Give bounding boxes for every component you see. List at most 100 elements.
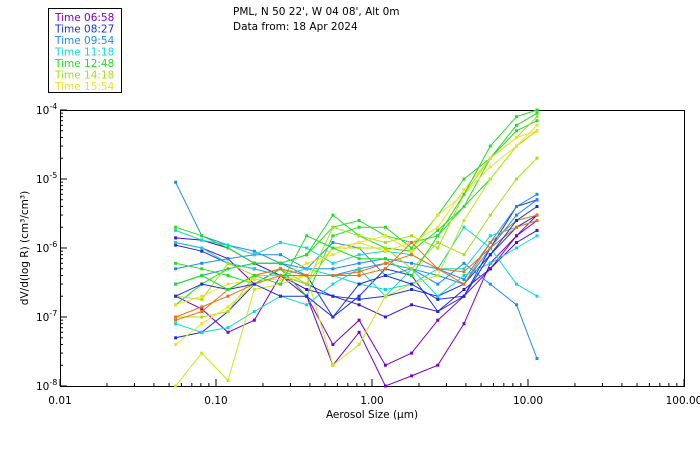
data-point (279, 282, 282, 286)
x-tick-label: 100.00 (666, 395, 700, 407)
data-point (174, 282, 178, 286)
data-point (174, 294, 178, 298)
data-point (462, 274, 466, 277)
data-point (226, 326, 230, 330)
data-point (200, 322, 204, 326)
data-point (357, 343, 361, 346)
data-point (410, 288, 414, 291)
data-point (383, 257, 387, 261)
legend-box (48, 8, 122, 93)
data-point (174, 225, 178, 229)
data-point (410, 267, 414, 271)
data-point (515, 129, 518, 133)
data-point (174, 303, 178, 307)
chart-header-line-2: Data from: 18 Apr 2024 (233, 21, 358, 33)
data-point (226, 288, 230, 291)
data-point (252, 318, 256, 322)
data-point (226, 294, 230, 298)
legend-entry: Time 06:58 (54, 12, 114, 24)
data-point (410, 303, 414, 307)
data-point (436, 228, 440, 232)
data-point (252, 261, 256, 265)
data-point (357, 330, 361, 334)
data-point (383, 234, 387, 238)
data-point (462, 267, 466, 271)
data-point (226, 267, 230, 271)
data-point (410, 234, 414, 238)
data-point (305, 303, 309, 307)
data-point (357, 270, 361, 274)
data-point (383, 363, 387, 367)
data-point (357, 274, 361, 277)
data-point (174, 315, 178, 319)
data-point (462, 288, 466, 291)
x-tick-label: 0.10 (204, 395, 227, 407)
y-tick-label: 10-5 (36, 171, 57, 186)
data-point (200, 315, 204, 319)
data-point (357, 303, 361, 307)
data-point (200, 307, 204, 311)
data-point (462, 188, 466, 192)
data-point (410, 249, 414, 253)
data-point (252, 249, 256, 253)
series-group (174, 108, 539, 388)
data-point (357, 282, 361, 286)
data-point (383, 225, 387, 229)
legend-entry: Time 14:18 (54, 70, 114, 82)
data-point (410, 282, 414, 286)
data-point (200, 330, 204, 334)
data-point (279, 241, 282, 244)
data-point (436, 294, 440, 298)
data-point (383, 315, 387, 319)
x-axis: 0.01 0.10 1.00 10.00 100.00 (48, 379, 700, 407)
data-point (436, 318, 440, 322)
data-point (174, 343, 178, 346)
x-tick-label: 1.00 (360, 395, 383, 407)
data-point (174, 384, 178, 388)
data-point (305, 261, 309, 265)
data-point (200, 261, 204, 265)
data-point (331, 363, 335, 367)
data-point (200, 294, 204, 298)
data-point (515, 177, 518, 181)
data-point (357, 297, 361, 301)
data-point (410, 374, 414, 378)
data-point (410, 246, 414, 250)
data-point (305, 282, 309, 286)
data-point (331, 253, 335, 257)
data-point (383, 288, 387, 291)
y-tick-label: 10-7 (36, 309, 57, 324)
data-point (410, 351, 414, 355)
data-point (535, 156, 539, 160)
data-point (488, 165, 492, 169)
data-point (436, 246, 440, 250)
data-point (488, 234, 492, 238)
data-point (200, 297, 204, 301)
data-point (488, 177, 492, 181)
data-point (200, 305, 204, 309)
data-point (535, 192, 539, 196)
data-point (174, 180, 178, 184)
data-point (174, 336, 178, 340)
data-point (357, 246, 361, 250)
data-point (305, 288, 309, 291)
data-point (488, 261, 492, 265)
data-point (252, 310, 256, 313)
data-point (174, 261, 178, 265)
data-point (200, 246, 204, 250)
data-point (200, 351, 204, 355)
data-point (357, 219, 361, 222)
data-point (331, 213, 335, 217)
y-axis: 10-8 10-7 10-6 10-5 10-4 (36, 102, 67, 393)
y-tick-label: 10-4 (36, 102, 57, 117)
data-point (200, 310, 204, 313)
data-point (357, 318, 361, 322)
data-point (357, 225, 361, 229)
data-point (535, 111, 539, 115)
data-point (331, 282, 335, 286)
data-point (462, 225, 466, 229)
data-point (331, 315, 335, 319)
legend-entry: Time 11:18 (54, 47, 114, 59)
data-point (305, 234, 309, 238)
data-point (174, 322, 178, 326)
